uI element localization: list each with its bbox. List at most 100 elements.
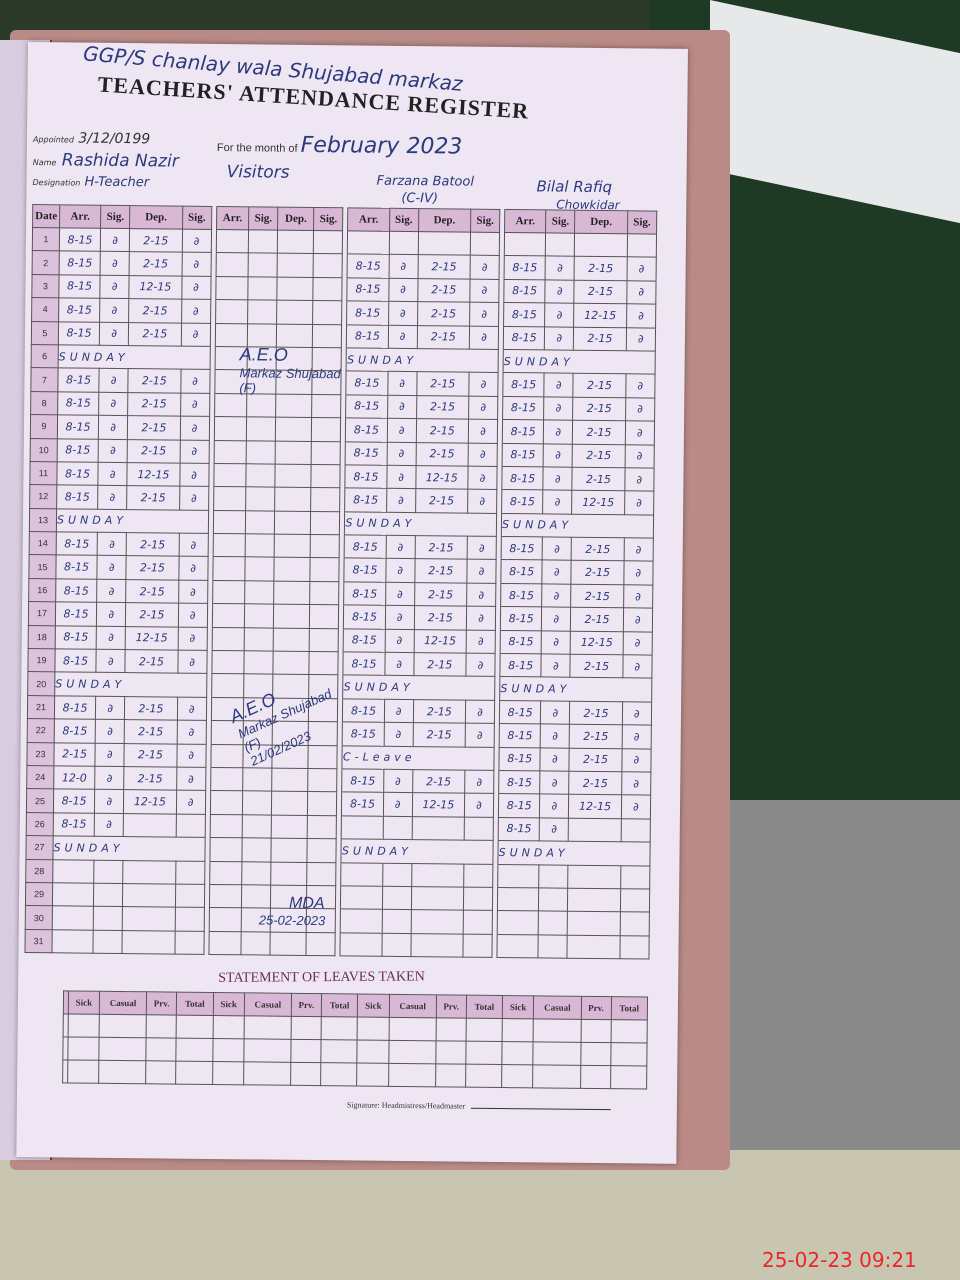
empty-cell	[215, 252, 249, 277]
visitor-signature: A.E.O Markaz Shujabad (F)	[239, 344, 341, 396]
empty-cell	[67, 1036, 100, 1061]
signature-cell: ∂	[181, 299, 211, 323]
arrival-time: 8-15	[341, 792, 384, 817]
departure-time: 2-15	[127, 415, 181, 440]
empty-cell	[341, 862, 383, 887]
empty-cell	[580, 1065, 611, 1089]
empty-cell	[277, 276, 314, 301]
empty-cell	[497, 910, 539, 935]
empty-cell	[122, 883, 176, 908]
arrival-time: 8-15	[55, 578, 98, 603]
leave-mark: C-Leave	[342, 745, 495, 771]
arrival-time: 8-15	[346, 301, 389, 325]
empty-cell	[245, 533, 275, 558]
empty-cell	[306, 862, 337, 886]
signature-cell: ∂	[469, 278, 500, 303]
empty-cell	[146, 1037, 177, 1062]
signature-cell: ∂	[95, 719, 125, 744]
departure-time: 12-15	[412, 792, 465, 817]
empty-cell	[98, 1037, 147, 1061]
col-sig: Sig.	[470, 209, 500, 233]
departure-time: 2-15	[571, 537, 624, 562]
empty-cell	[248, 229, 278, 254]
signature-cell: ∂	[465, 653, 496, 677]
arrival-time: 8-15	[57, 414, 99, 439]
empty-cell	[276, 300, 314, 325]
teacher2-designation: (C-IV)	[401, 190, 439, 207]
empty-cell	[388, 1040, 436, 1064]
leaves-col: Total	[610, 996, 648, 1021]
signature-cell: ∂	[543, 466, 573, 491]
departure-time: 2-15	[417, 301, 470, 326]
signature-cell: ∂	[544, 303, 575, 327]
arrival-time: 8-15	[342, 722, 384, 746]
signature-cell: ∂	[622, 631, 653, 656]
signature-cell: ∂	[178, 533, 209, 557]
arrival-time: 8-15	[502, 419, 544, 444]
empty-cell	[52, 859, 95, 884]
signature-cell: ∂	[622, 654, 653, 679]
departure-time: 2-15	[123, 766, 177, 791]
arrival-time: 8-15	[57, 438, 99, 463]
empty-cell	[275, 393, 313, 418]
teacher1-designation: Designation H-Teacher	[32, 174, 150, 191]
departure-time: 2-15	[569, 747, 622, 772]
signature-cell: ∂	[384, 628, 415, 653]
leaves-col: Prv.	[436, 994, 467, 1019]
empty-cell	[504, 232, 546, 257]
empty-cell	[381, 909, 412, 934]
empty-cell	[411, 863, 464, 888]
empty-cell	[52, 882, 94, 907]
empty-cell	[67, 1059, 99, 1084]
signature-cell: ∂	[94, 789, 124, 814]
signature-cell: ∂	[96, 625, 126, 650]
arrival-time: 8-15	[346, 371, 388, 396]
signature-cell	[620, 818, 651, 843]
empty-cell	[382, 816, 413, 840]
sunday-mark: SUNDAY	[344, 511, 497, 537]
empty-cell	[462, 933, 493, 958]
empty-cell	[381, 932, 411, 957]
empty-cell	[275, 464, 312, 488]
signature-cell: ∂	[539, 817, 569, 842]
col-date: Date	[32, 204, 60, 228]
departure-time: 2-15	[416, 371, 470, 396]
col-dep: Dep.	[277, 207, 315, 231]
leaves-col: Prv.	[291, 993, 322, 1017]
empty-cell	[567, 934, 620, 959]
departure-time: 2-15	[124, 696, 178, 721]
arrival-time: 8-15	[501, 489, 544, 514]
signature-cell: ∂	[543, 443, 573, 468]
signature-cell: ∂	[621, 795, 651, 819]
signature-cell: ∂	[469, 302, 499, 327]
departure-time: 2-15	[129, 251, 182, 276]
arrival-time: 8-15	[503, 326, 545, 350]
date-cell: 30	[25, 905, 53, 930]
empty-cell	[277, 230, 314, 254]
departure-time: 12-15	[413, 629, 467, 654]
signature-cell: ∂	[623, 584, 653, 609]
departure-time: 2-15	[126, 556, 179, 580]
empty-cell	[273, 580, 311, 605]
signature-cell: ∂	[179, 463, 209, 487]
photo-timestamp: 25-02-23 09:21	[762, 1248, 917, 1272]
signature-cell: ∂	[177, 626, 208, 651]
arrival-time: 8-15	[498, 793, 540, 818]
leaves-col: Casual	[244, 992, 292, 1017]
signature-cell: ∂	[625, 374, 656, 398]
empty-cell	[620, 888, 650, 913]
arrival-time: 8-15	[501, 466, 544, 491]
arrival-time: 8-15	[346, 324, 389, 349]
empty-cell	[410, 909, 464, 934]
empty-cell	[313, 230, 343, 255]
empty-cell	[214, 393, 247, 417]
signature-cell: ∂	[466, 582, 496, 607]
departure-time: 12-15	[123, 789, 177, 814]
empty-cell	[311, 394, 342, 418]
signature-cell: ∂	[176, 767, 206, 791]
departure-time: 2-15	[417, 325, 470, 350]
sunday-mark: SUNDAY	[343, 675, 496, 701]
empty-cell	[310, 511, 341, 535]
empty-cell	[215, 299, 248, 324]
empty-cell	[99, 1014, 147, 1038]
